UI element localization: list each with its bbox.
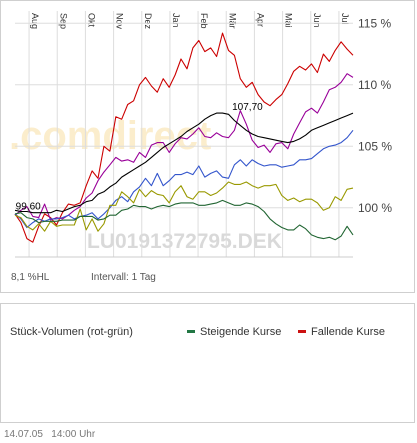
series-line-1 xyxy=(14,73,354,221)
month-tick-label: Jul xyxy=(340,13,350,25)
month-tick-label: Sep xyxy=(58,13,68,29)
price-chart-panel: .comdirect LU0191372795.DEK Aug Sep Okt Nov De… xyxy=(0,0,415,293)
month-tick-label: Nov xyxy=(115,13,125,30)
legend-falling-label: Fallende Kurse xyxy=(311,326,385,338)
month-tick-label: Apr xyxy=(255,13,265,27)
month-tick-label: Jun xyxy=(312,13,322,28)
month-tick-label: Jan xyxy=(171,13,181,28)
interval-label: Intervall: 1 Tag xyxy=(91,272,156,283)
legend-rising-swatch xyxy=(187,329,195,333)
month-tick-label: Mär xyxy=(227,13,237,29)
volume-panel: Stück-Volumen (rot-grün) Steigende Kurse… xyxy=(0,303,415,423)
series-line-4 xyxy=(14,181,354,232)
footer-date: 14.07.05 xyxy=(4,429,43,440)
month-tick-label: Feb xyxy=(199,13,209,29)
month-tick-label: Dez xyxy=(143,13,153,30)
value-annotation: 107,70 xyxy=(232,102,263,113)
footer-time: 14:00 Uhr xyxy=(51,429,96,440)
series-line-5 xyxy=(14,199,354,241)
legend-rising-label: Steigende Kurse xyxy=(200,326,282,338)
volume-label: Stück-Volumen (rot-grün) xyxy=(10,326,133,338)
y-tick-label: 100 % xyxy=(358,201,392,215)
value-annotation: 99,60 xyxy=(16,202,41,213)
y-tick-label: 110 % xyxy=(358,78,391,92)
legend-falling: Fallende Kurse xyxy=(298,326,385,338)
series-line-2 xyxy=(14,112,354,214)
series-line-3 xyxy=(14,129,354,229)
isin-watermark: LU0191372795.DEK xyxy=(87,230,282,253)
y-tick-label: 105 % xyxy=(358,139,392,153)
hl-label: 8,1 %HL xyxy=(11,272,50,283)
series-line-0 xyxy=(14,32,354,243)
y-tick-label: 115 % xyxy=(358,16,391,30)
month-tick-label: Mai xyxy=(284,13,294,28)
month-tick-label: Okt xyxy=(86,13,96,28)
legend-rising: Steigende Kurse xyxy=(187,326,281,338)
footer: 14.07.05 14:00 Uhr xyxy=(4,429,95,440)
month-tick-label: Aug xyxy=(30,13,40,29)
legend-falling-swatch xyxy=(298,329,306,333)
